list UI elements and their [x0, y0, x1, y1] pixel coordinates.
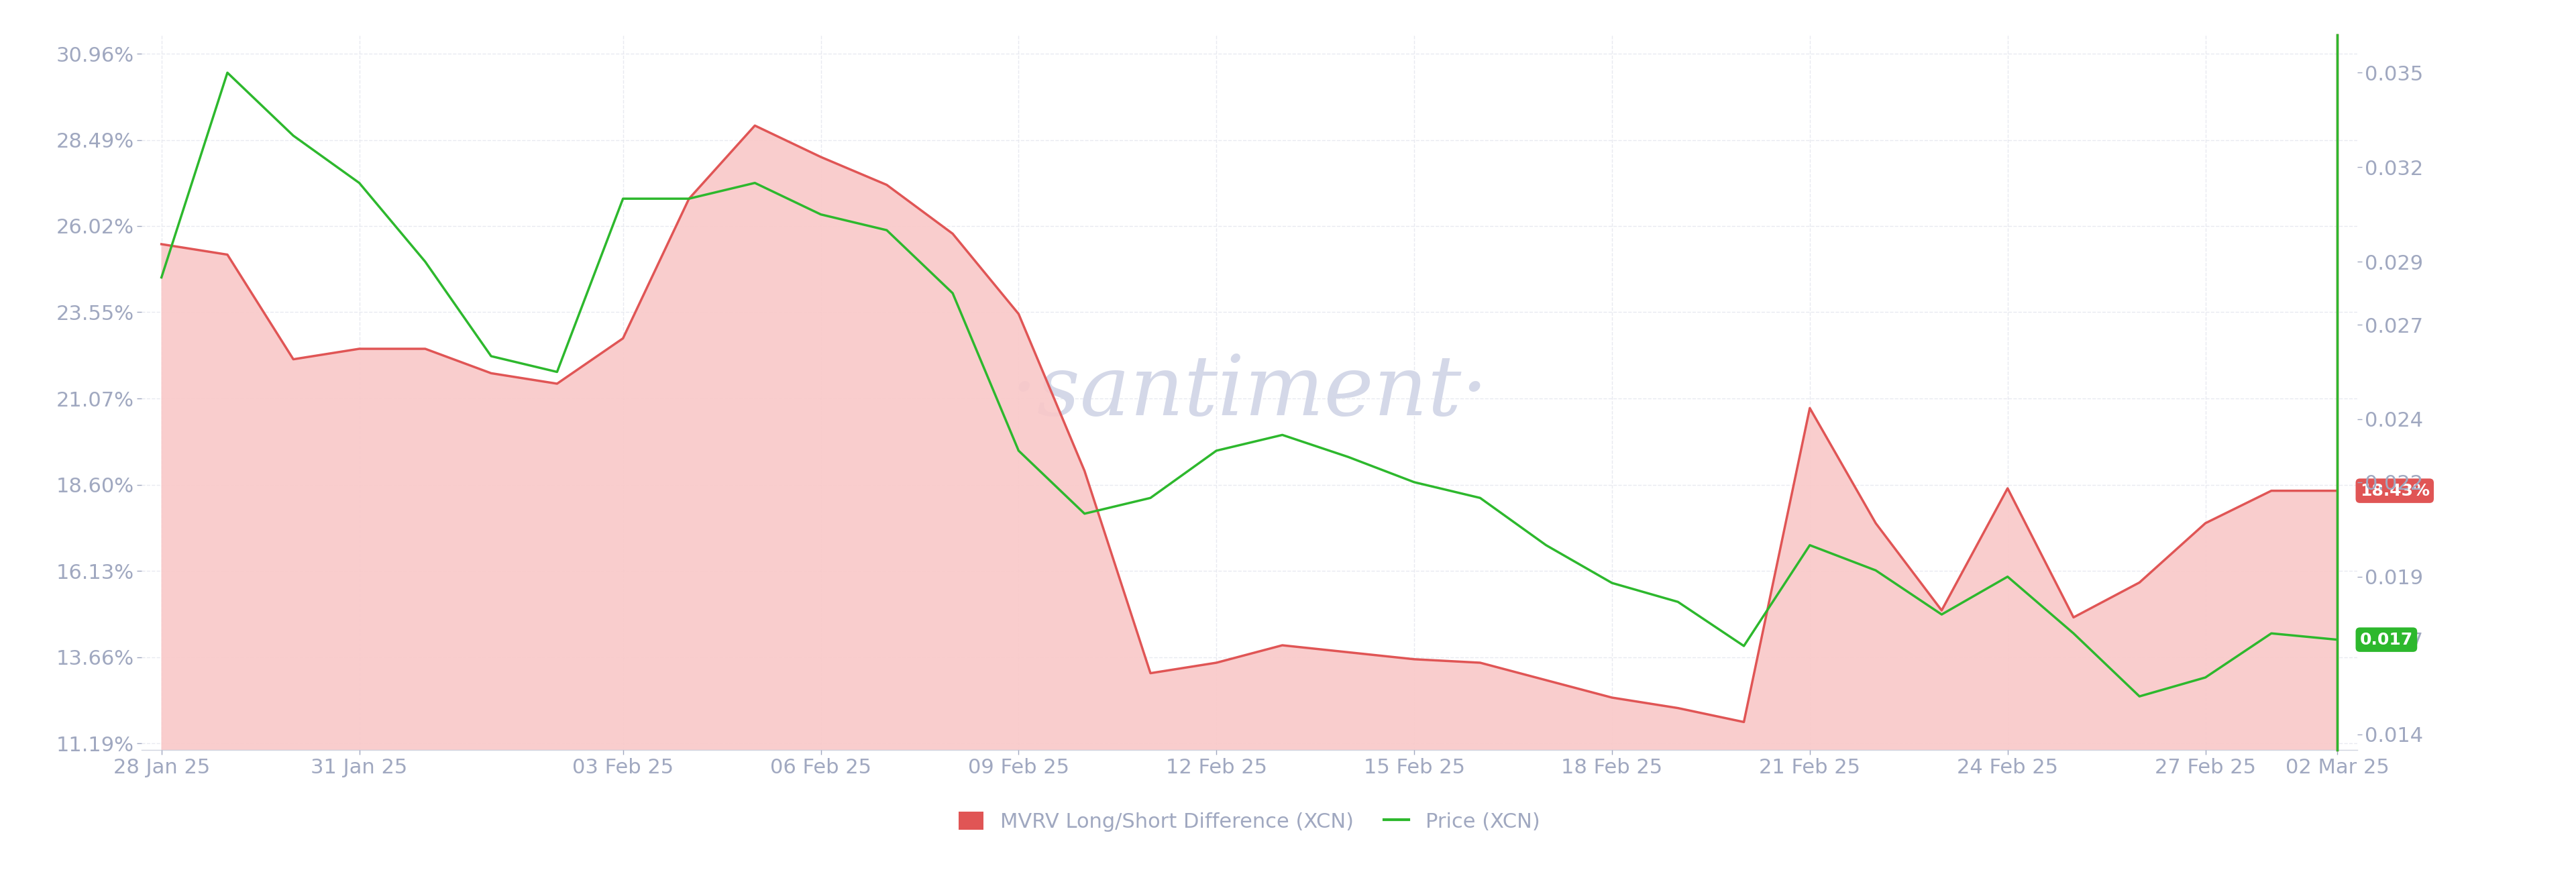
- Text: 0.017: 0.017: [2360, 631, 2414, 648]
- Text: ·santiment·: ·santiment·: [1010, 351, 1489, 433]
- Text: 18.43%: 18.43%: [2360, 483, 2429, 499]
- Legend: MVRV Long/Short Difference (XCN), Price (XCN): MVRV Long/Short Difference (XCN), Price …: [951, 803, 1548, 840]
